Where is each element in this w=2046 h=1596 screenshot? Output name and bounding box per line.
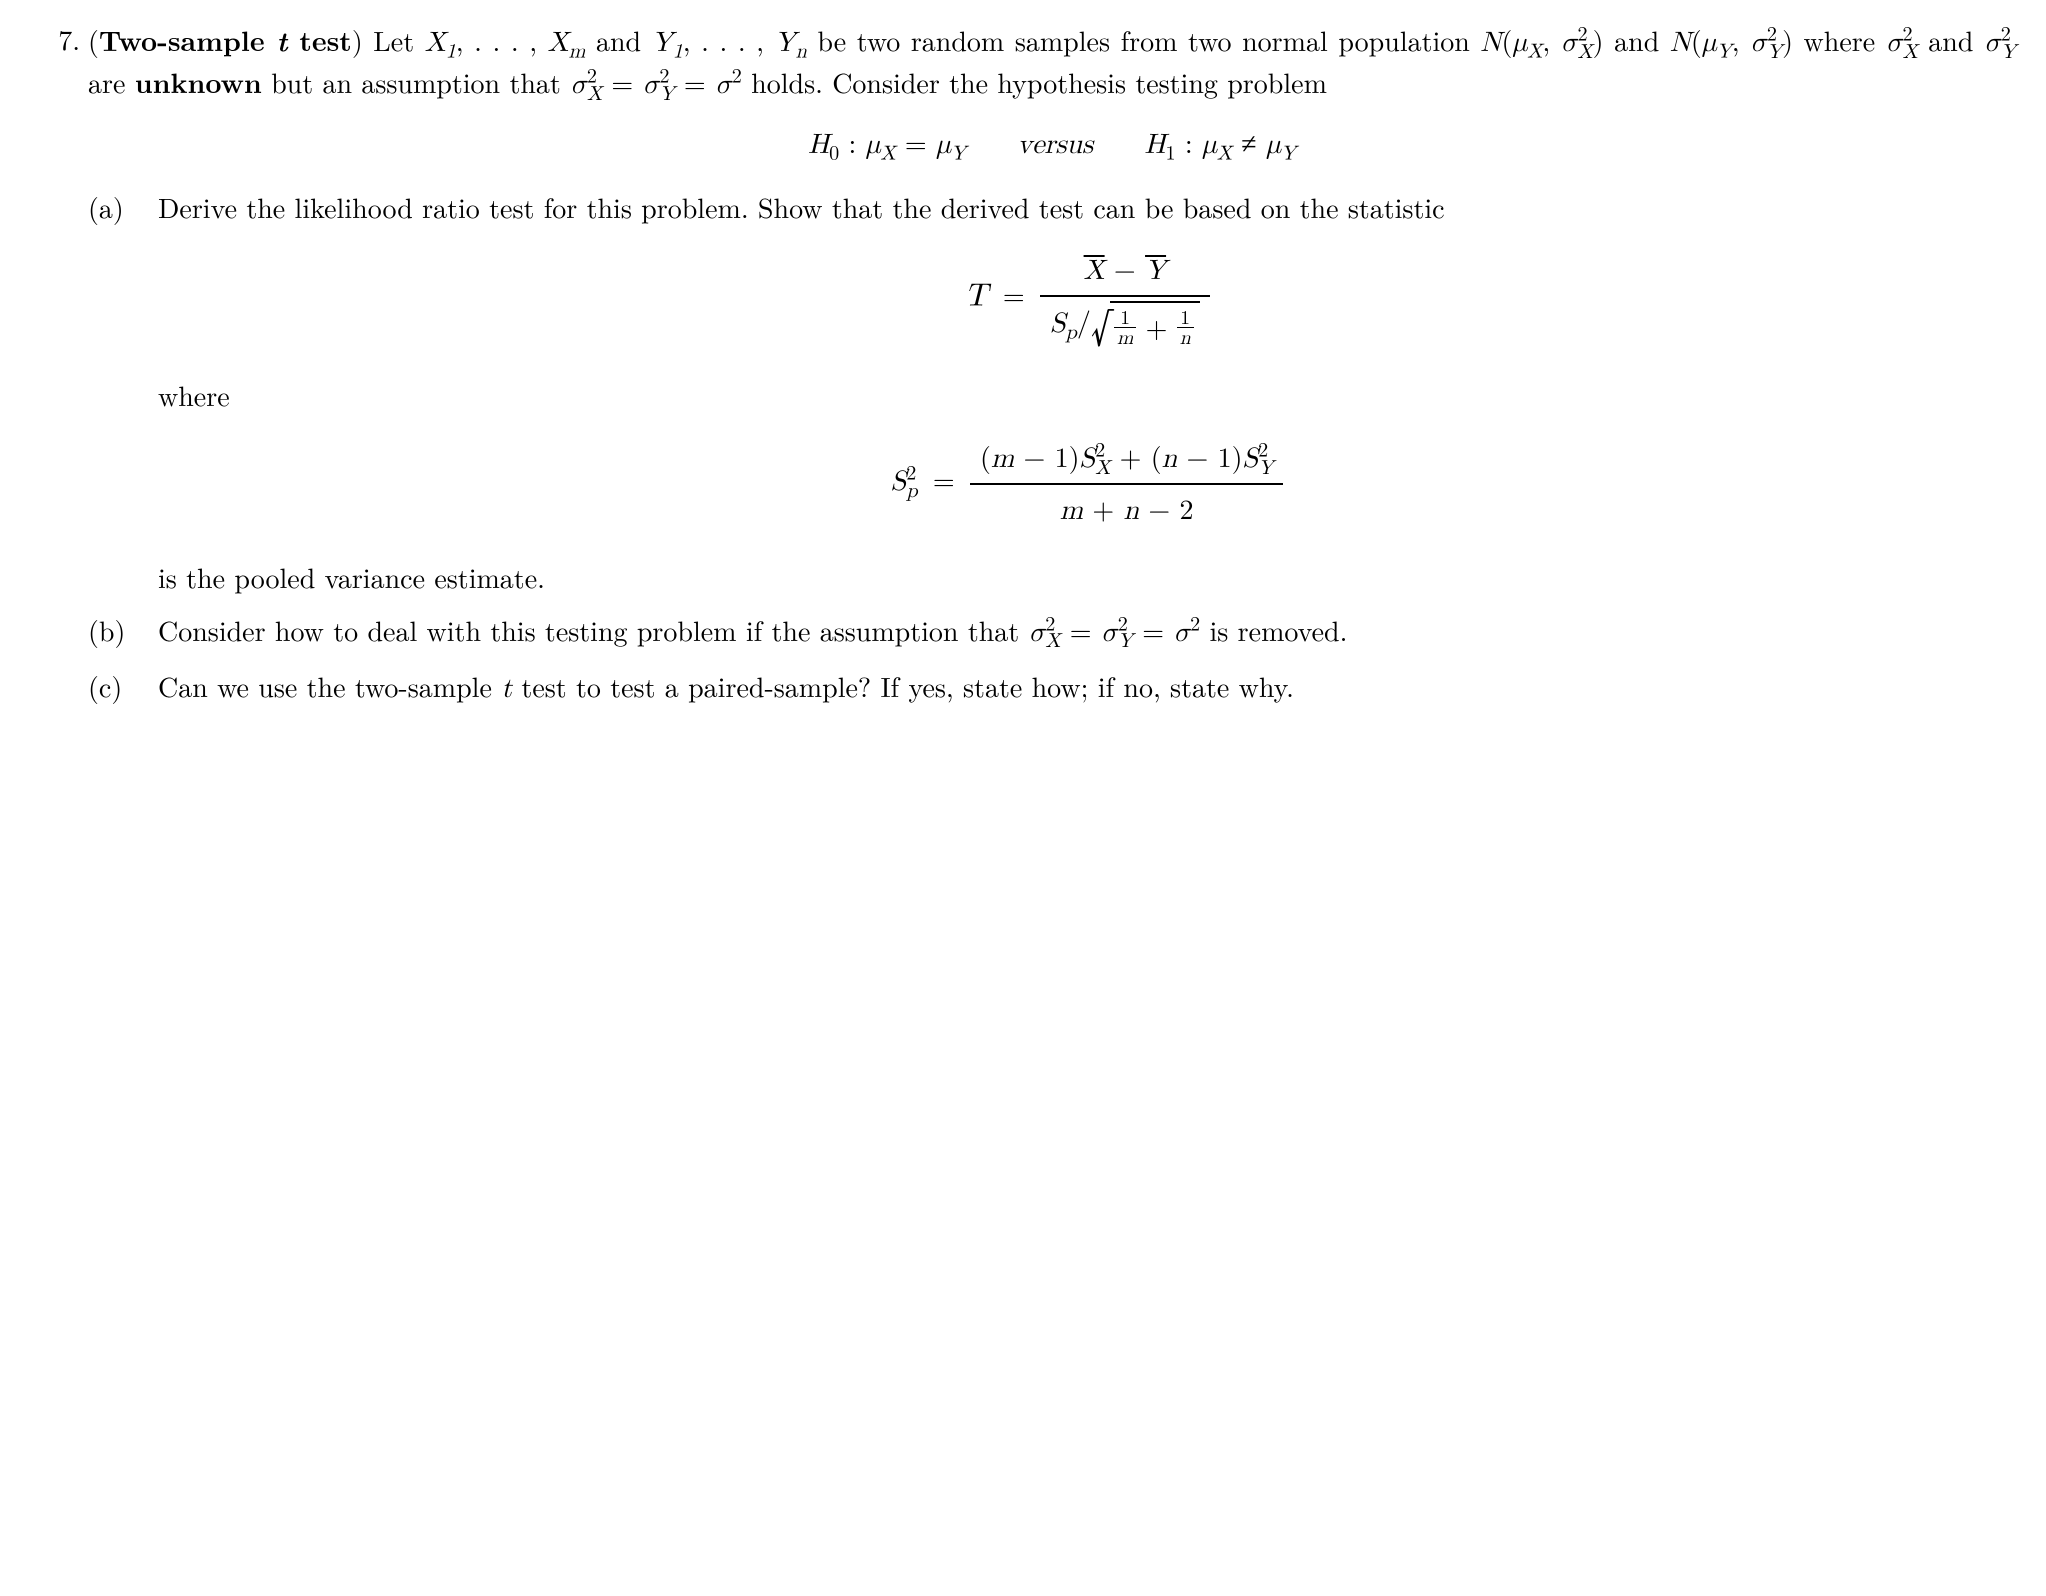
intro-text-2: be two random samples from two normal po… (807, 20, 1481, 60)
part-a-label: (a) (88, 188, 158, 227)
part-b: (b) Consider how to deal with this testi… (88, 611, 2016, 653)
comma2: , (1732, 20, 1750, 60)
eq2: = (675, 62, 715, 102)
part-b-body: Consider how to deal with this testing p… (158, 611, 2016, 653)
N2: N (1670, 29, 1691, 57)
unknown: unknown (135, 62, 262, 102)
sig: σ2 (715, 71, 742, 99)
y1: Y1 (652, 29, 683, 57)
versus: versus (1017, 131, 1093, 159)
t-fraction: X − Y Sp/√ 1m + 1n (1040, 245, 1210, 354)
part-a-where: where (158, 376, 2016, 415)
t-statistic-display: T = X − Y Sp/√ 1m + 1n (158, 245, 2016, 354)
muY: μY (1702, 29, 1732, 57)
title-bold-1: Two-sample (99, 20, 277, 60)
title-t: t (277, 19, 288, 60)
sigX2: σ2X (1886, 29, 1918, 57)
sigX3: σ2X (570, 71, 602, 99)
holds: holds. Consider the hypothesis testing p… (742, 62, 1327, 102)
sp-display: S2p = (m − 1)S2X + (n − 1)S2Y m + n − 2 (158, 433, 2016, 535)
sigY2: σ2Y (1984, 29, 2016, 57)
problem-intro: (Two-sample t test) Let X1, . . . , Xm a… (88, 20, 2016, 105)
but: but an assumption that (262, 62, 570, 102)
lp1: ( (1501, 20, 1512, 60)
sigY3: σ2Y (643, 71, 675, 99)
part-b-label: (b) (88, 611, 158, 650)
problem-body: (Two-sample t test) Let X1, . . . , Xm a… (88, 20, 2016, 723)
hypothesis-display: H0 : μX = μY versus H1 : μX ≠ μY (88, 123, 2016, 165)
title-bold-2: test (287, 20, 351, 60)
problem-number: 7. (30, 20, 88, 59)
title-paren-open: ( (88, 20, 99, 60)
part-a-text1: Derive the likelihood ratio test for thi… (158, 188, 2016, 227)
muX: μX (1512, 29, 1542, 57)
yn: Yn (775, 29, 807, 57)
and2: and (1604, 20, 1670, 60)
N1: N (1480, 29, 1501, 57)
x1: X1 (425, 29, 456, 57)
part-a-body: Derive the likelihood ratio test for thi… (158, 188, 2016, 597)
title-paren-close: ) (352, 20, 373, 60)
sigY: σ2Y (1750, 29, 1782, 57)
and1: and (585, 20, 651, 60)
sp-fraction: (m − 1)S2X + (n − 1)S2Y m + n − 2 (970, 433, 1283, 535)
rp1: ) (1593, 20, 1604, 60)
intro-text-3: where (1793, 20, 1886, 60)
sigX: σ2X (1561, 29, 1593, 57)
part-c-body: Can we use the two-sample t test to test… (158, 667, 2016, 709)
part-a-text2: is the pooled variance estimate. (158, 558, 2016, 597)
dots1: , . . . , (456, 20, 548, 60)
part-c: (c) Can we use the two-sample t test to … (88, 667, 2016, 709)
eq1: = (602, 62, 642, 102)
comma1: , (1542, 20, 1560, 60)
part-a: (a) Derive the likelihood ratio test for… (88, 188, 2016, 597)
part-c-label: (c) (88, 667, 158, 706)
dots2: , . . . , (683, 20, 775, 60)
problem: 7. (Two-sample t test) Let X1, . . . , X… (30, 20, 2016, 723)
rp2: ) (1782, 20, 1793, 60)
are: are (88, 62, 135, 102)
intro-text-1: Let (373, 20, 424, 60)
and3: and (1918, 20, 1984, 60)
subparts: (a) Derive the likelihood ratio test for… (88, 188, 2016, 710)
xm: Xm (548, 29, 586, 57)
lp2: ( (1691, 20, 1702, 60)
